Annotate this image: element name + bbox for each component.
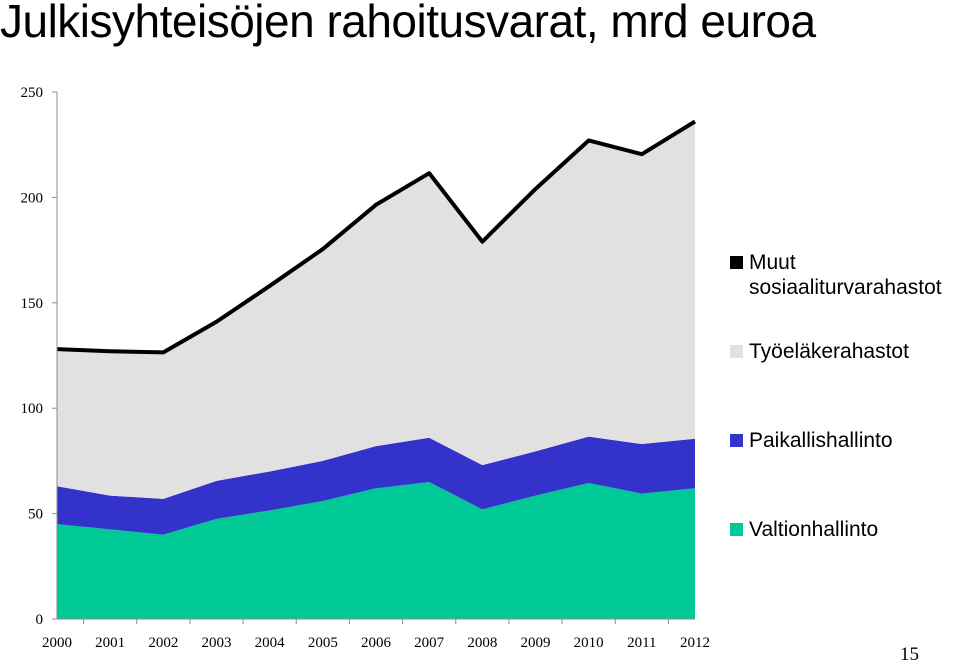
legend-swatch-paikallis bbox=[730, 434, 743, 447]
legend-swatch-muut bbox=[730, 256, 743, 269]
legend-label-tyoelake: Työeläkerahastot bbox=[749, 340, 909, 363]
legend-swatch-tyoelake bbox=[730, 345, 743, 358]
legend-item-tyoelake: Työeläkerahastot bbox=[730, 339, 909, 364]
legend-item-muut: Muut sosiaaliturvarahastot bbox=[730, 250, 960, 300]
y-tick-label: 100 bbox=[21, 401, 44, 417]
y-tick-label: 0 bbox=[36, 612, 44, 628]
x-tick-label: 2004 bbox=[255, 635, 286, 651]
x-tick-label: 2012 bbox=[680, 635, 710, 651]
legend-label-muut: Muut sosiaaliturvarahastot bbox=[749, 251, 942, 299]
x-tick-label: 2010 bbox=[574, 635, 604, 651]
area-layers bbox=[56, 119, 697, 619]
x-tick-label: 2011 bbox=[627, 635, 656, 651]
y-tick-label: 150 bbox=[21, 296, 44, 312]
x-tick-labels: 2000 2001 2002 2003 2004 2005 2006 2007 2008 2009… bbox=[42, 619, 710, 651]
chart-title: Julkisyhteisöjen rahoitusvarat, mrd euro… bbox=[0, 0, 816, 47]
y-tick-label: 250 bbox=[21, 85, 44, 101]
y-tick-labels: 0 50 100 150 200 250 bbox=[21, 85, 57, 628]
legend-label-valtion: Valtionhallinto bbox=[749, 518, 879, 541]
series-area-tyoelakerahastot bbox=[57, 122, 695, 499]
x-tick-label: 2003 bbox=[202, 635, 232, 651]
x-tick-label: 2008 bbox=[467, 635, 497, 651]
legend-item-valtion: Valtionhallinto bbox=[730, 517, 878, 542]
legend-item-paikallis: Paikallishallinto bbox=[730, 428, 893, 453]
x-tick-label: 2009 bbox=[521, 635, 551, 651]
series-area-paikallishallinto bbox=[57, 436, 695, 535]
x-tick-label: 2000 bbox=[42, 635, 72, 651]
x-tick-label: 2001 bbox=[95, 635, 125, 651]
y-tick-label: 50 bbox=[28, 507, 43, 523]
legend-label-paikallis: Paikallishallinto bbox=[749, 429, 893, 452]
axes bbox=[56, 92, 695, 620]
series-area-valtionhallinto bbox=[57, 481, 695, 619]
y-tick-label: 200 bbox=[21, 190, 44, 206]
x-tick-label: 2006 bbox=[361, 635, 392, 651]
x-tick-label: 2002 bbox=[148, 635, 178, 651]
legend-swatch-valtion bbox=[730, 523, 743, 536]
x-tick-label: 2007 bbox=[414, 635, 445, 651]
page-number: 15 bbox=[900, 644, 919, 665]
series-line-muut bbox=[56, 119, 697, 355]
x-tick-label: 2005 bbox=[308, 635, 338, 651]
